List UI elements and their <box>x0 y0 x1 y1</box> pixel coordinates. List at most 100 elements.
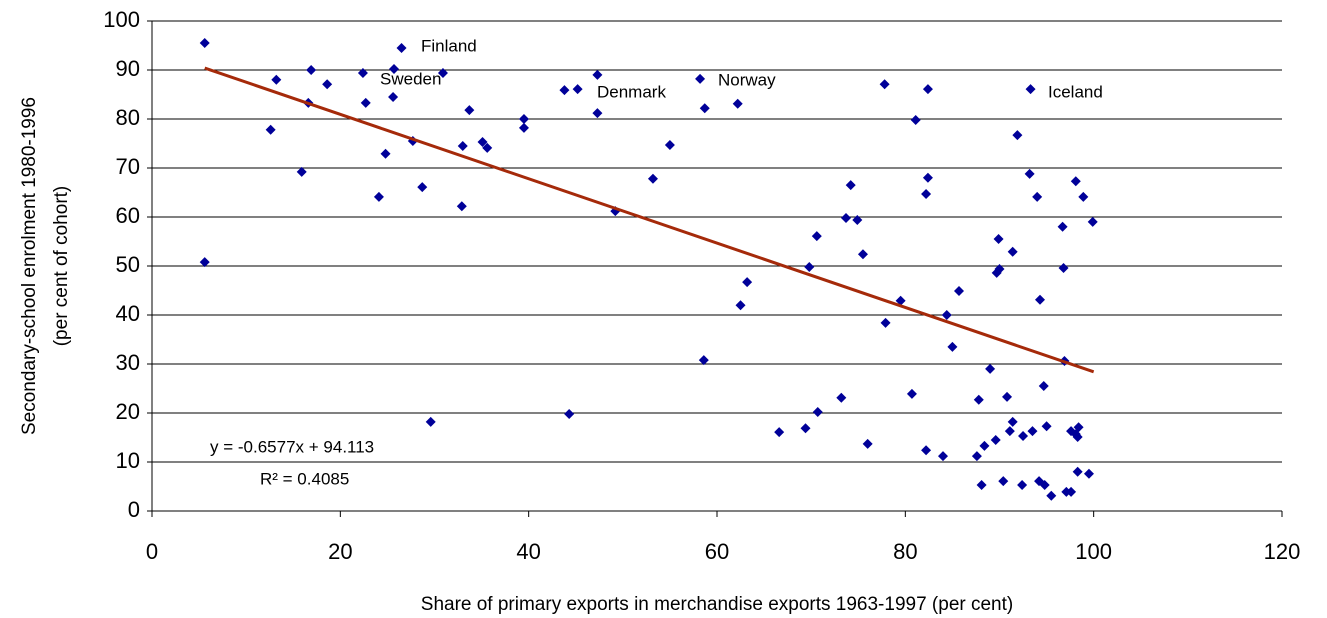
point <box>994 263 1005 274</box>
point <box>457 140 468 151</box>
point <box>774 427 785 438</box>
point <box>973 394 984 405</box>
x-axis-label: Share of primary exports in merchandise … <box>421 594 1013 615</box>
point <box>879 79 890 90</box>
point <box>417 182 428 193</box>
point <box>199 257 210 268</box>
point <box>1032 191 1043 202</box>
point <box>380 148 391 159</box>
point <box>1072 466 1083 477</box>
point <box>880 317 891 328</box>
point <box>845 180 856 191</box>
point <box>1024 168 1035 179</box>
point <box>1083 468 1094 479</box>
point <box>895 295 906 306</box>
annotation: Iceland <box>1048 82 1103 101</box>
point <box>373 191 384 202</box>
x-tick-label: 20 <box>328 539 352 564</box>
point <box>464 105 475 116</box>
y-tick-label: 70 <box>116 154 140 179</box>
point <box>1078 191 1089 202</box>
point <box>271 74 282 85</box>
point <box>1041 421 1052 432</box>
point <box>976 480 987 491</box>
annotation: Finland <box>421 36 477 55</box>
point <box>518 114 529 124</box>
point <box>1057 221 1068 232</box>
point <box>922 172 933 183</box>
point <box>1070 176 1081 187</box>
point <box>1087 216 1098 227</box>
point <box>836 392 847 403</box>
point <box>732 98 743 109</box>
point <box>1012 130 1023 141</box>
point <box>518 122 529 133</box>
point <box>456 201 467 212</box>
point <box>1066 486 1077 497</box>
point <box>396 42 407 53</box>
point <box>971 451 982 462</box>
point <box>425 416 436 427</box>
point <box>906 388 917 399</box>
point <box>482 142 493 153</box>
point <box>947 341 958 352</box>
y-tick-label: 30 <box>116 350 140 375</box>
point <box>979 440 990 451</box>
point <box>1017 480 1028 491</box>
point <box>388 91 399 102</box>
x-tick-label: 80 <box>893 539 917 564</box>
y-tick-label: 100 <box>103 7 140 32</box>
point <box>985 363 996 374</box>
point <box>1039 480 1050 491</box>
point <box>1038 381 1049 392</box>
point <box>1073 422 1084 433</box>
y-axis-label: (per cent of cohort) <box>51 186 72 347</box>
point <box>572 84 583 95</box>
point <box>559 85 570 96</box>
point <box>1002 391 1013 402</box>
point <box>695 73 706 84</box>
point <box>998 476 1009 487</box>
y-tick-label: 0 <box>128 497 140 522</box>
point <box>941 310 952 320</box>
trendline <box>204 66 1095 374</box>
point <box>1004 426 1015 437</box>
point <box>993 234 1004 245</box>
point <box>306 65 317 75</box>
x-tick-label: 120 <box>1264 539 1301 564</box>
point <box>1007 416 1018 427</box>
point <box>852 214 863 225</box>
point <box>1007 246 1018 257</box>
point <box>477 137 488 148</box>
y-tick-label: 10 <box>116 448 140 473</box>
x-tick-label: 0 <box>146 539 158 564</box>
point <box>664 139 675 150</box>
point <box>921 188 932 199</box>
point <box>199 38 210 49</box>
point <box>360 97 371 108</box>
point <box>921 445 932 456</box>
point <box>938 451 948 462</box>
point <box>841 212 852 223</box>
point <box>954 285 965 296</box>
point <box>804 261 815 272</box>
x-tick-label: 60 <box>705 539 729 564</box>
point <box>1025 84 1036 95</box>
point <box>1018 431 1029 442</box>
y-axis-label: Secondary-school enrolment 1980-1996 <box>19 97 40 435</box>
point <box>564 408 575 419</box>
point <box>812 407 823 418</box>
point <box>1046 490 1057 501</box>
point <box>592 69 603 80</box>
point <box>922 84 933 95</box>
point <box>910 114 921 125</box>
annotation: Norway <box>718 70 776 89</box>
point <box>735 300 746 311</box>
x-tick-label: 100 <box>1075 539 1112 564</box>
point <box>1072 432 1083 443</box>
y-tick-label: 90 <box>116 56 140 81</box>
point <box>990 434 1001 445</box>
y-tick-label: 20 <box>116 399 140 424</box>
point <box>296 166 307 177</box>
